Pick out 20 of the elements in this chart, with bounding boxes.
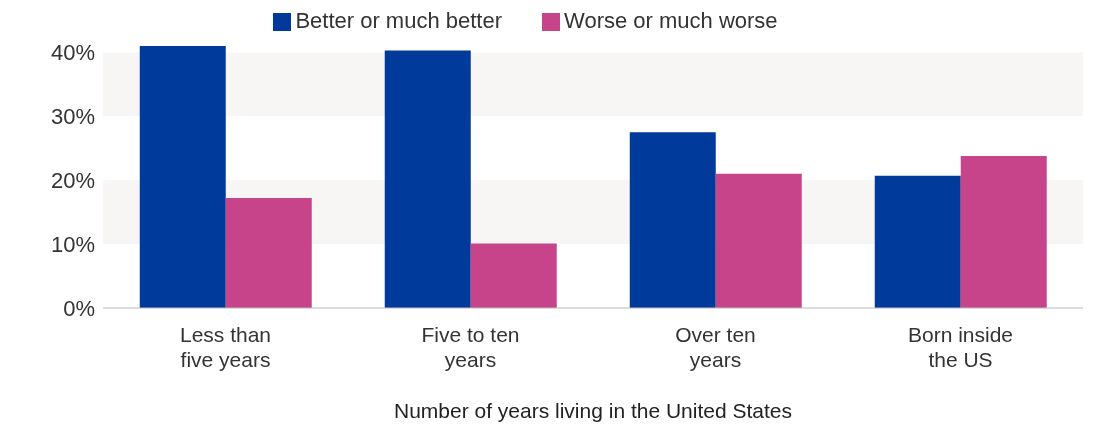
x-axis-title: Number of years living in the United States — [393, 399, 793, 422]
x-tick-label: Over ten years — [675, 323, 756, 371]
bar — [225, 198, 312, 308]
bar — [139, 46, 226, 308]
y-tick-label: 20% — [50, 168, 95, 194]
bar — [715, 173, 802, 308]
x-tick-label: Five to ten years — [421, 323, 520, 371]
bar — [960, 155, 1047, 308]
y-tick-label: 10% — [50, 231, 95, 257]
legend-label: Better or much better — [295, 8, 503, 33]
x-tick-label: Born inside the US — [907, 323, 1014, 371]
y-tick-label: 0% — [63, 295, 95, 321]
bar — [384, 50, 471, 308]
legend-label: Worse or much worse — [564, 8, 778, 33]
bar — [470, 243, 557, 308]
x-tick-label: Less than five years — [179, 323, 272, 371]
y-tick-label: 40% — [50, 40, 95, 66]
y-tick-label: 30% — [50, 104, 95, 130]
bar — [874, 175, 961, 308]
bar — [629, 132, 716, 308]
